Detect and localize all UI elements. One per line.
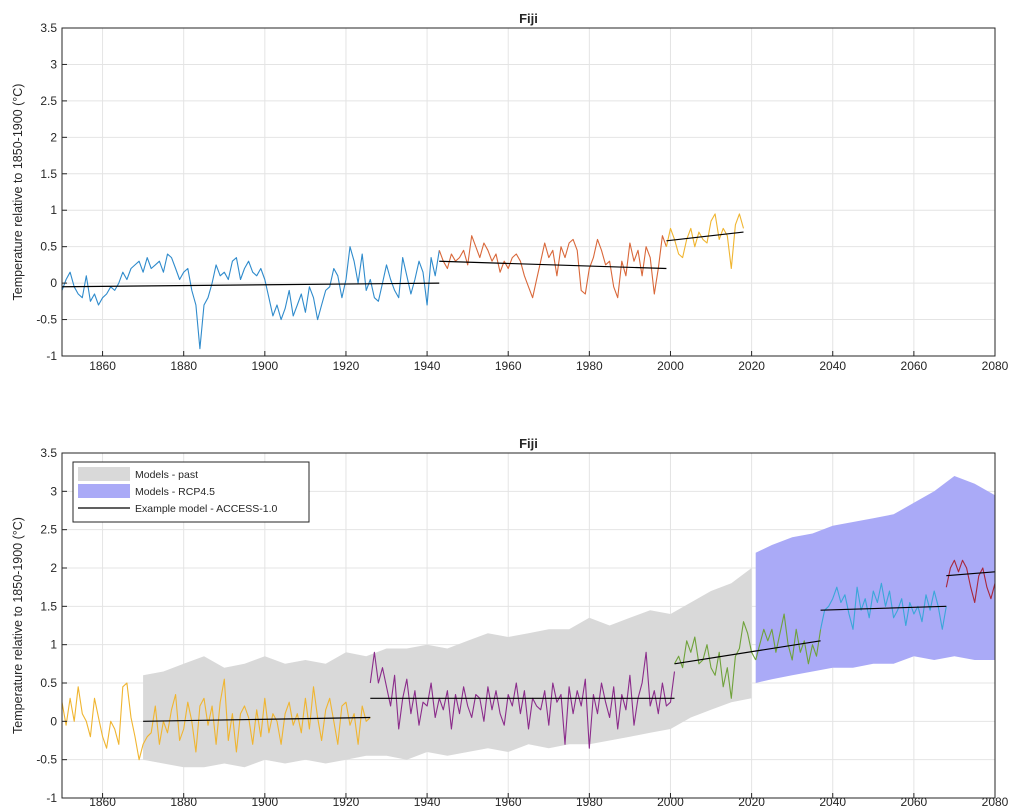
y-axis: -1 -0.5 0 0.5 1 1.5 2 2.5 3 3.5 <box>36 446 67 805</box>
chart-panel-top: 1860 1880 1900 1920 1940 1960 1980 2000 2020 2040… <box>11 11 1009 373</box>
plot-area <box>62 476 995 768</box>
model-range-band-1 <box>755 476 995 683</box>
legend: Models - past Models - RCP4.5 Example mode… <box>72 461 310 523</box>
series-line-4 <box>820 582 947 630</box>
series-line-0 <box>62 678 371 761</box>
legend-label: Example model - ACCESS-1.0 <box>135 503 278 515</box>
legend-label: Models - RCP4.5 <box>135 486 215 498</box>
plot-area <box>62 213 745 350</box>
x-tick-label: 1900 <box>251 795 278 807</box>
x-tick-label: 2080 <box>982 795 1009 807</box>
x-tick-label: 1880 <box>170 795 197 807</box>
series-line-1 <box>369 651 676 749</box>
y-tick-label: 2 <box>50 130 57 144</box>
y-tick-label: 3 <box>50 484 57 498</box>
y-tick-label: 0 <box>50 276 57 290</box>
y-tick-label: -1 <box>46 349 57 363</box>
series-line-2 <box>665 213 745 270</box>
y-tick-label: 1 <box>50 638 57 652</box>
series-line-0 <box>62 246 440 350</box>
x-tick-label: 2040 <box>819 795 846 807</box>
x-tick-label: 2020 <box>738 359 765 373</box>
x-tick-label: 1880 <box>170 359 197 373</box>
x-tick-label: 1900 <box>251 359 278 373</box>
x-tick-label: 1860 <box>89 795 116 807</box>
series-line-3 <box>755 613 822 665</box>
x-tick-label: 1960 <box>495 795 522 807</box>
x-tick-label: 2020 <box>738 795 765 807</box>
y-tick-label: 2.5 <box>40 523 57 537</box>
y-axis-label: Temperature relative to 1850-1900 (°C) <box>11 84 25 301</box>
x-tick-label: 1980 <box>576 359 603 373</box>
y-tick-label: 0 <box>50 714 57 728</box>
y-tick-label: -0.5 <box>36 753 57 767</box>
y-axis-label: Temperature relative to 1850-1900 (°C) <box>11 517 25 734</box>
trend-segment-2 <box>674 640 821 665</box>
model-range-band-0 <box>143 568 752 768</box>
y-tick-label: 3.5 <box>40 446 57 460</box>
y-tick-label: 3.5 <box>40 21 57 35</box>
y-tick-label: 2 <box>50 561 57 575</box>
y-tick-label: 3 <box>50 57 57 71</box>
x-tick-label: 1920 <box>333 359 360 373</box>
y-tick-label: 1.5 <box>40 599 57 613</box>
x-tick-label: 2060 <box>901 795 928 807</box>
trend-segment-2 <box>666 231 744 242</box>
x-tick-label: 1940 <box>414 359 441 373</box>
trend-segment-4 <box>946 571 995 577</box>
legend-label: Models - past <box>135 469 198 481</box>
x-tick-label: 2000 <box>657 359 684 373</box>
series-line-5 <box>945 559 995 604</box>
chart-title: Fiji <box>519 11 538 26</box>
x-tick-label: 1980 <box>576 795 603 807</box>
trend-segment-0 <box>62 282 440 288</box>
chart-title: Fiji <box>519 436 538 451</box>
chart-panel-bottom: 1860 1880 1900 1920 1940 1960 1980 2000 2020 2040… <box>11 436 1009 807</box>
x-tick-label: 1860 <box>89 359 116 373</box>
x-axis: 1860 1880 1900 1920 1940 1960 1980 2000 2020 2040… <box>89 793 1009 807</box>
series-line-1 <box>438 235 667 299</box>
series-line-2 <box>674 621 757 699</box>
y-tick-label: -0.5 <box>36 313 57 327</box>
x-tick-label: 1960 <box>495 359 522 373</box>
y-tick-label: 1 <box>50 203 57 217</box>
axes-frame <box>61 27 996 357</box>
trend-segment-3 <box>820 605 947 611</box>
trend-segment-1 <box>439 260 667 270</box>
x-tick-label: 2040 <box>819 359 846 373</box>
y-tick-label: 1.5 <box>40 167 57 181</box>
x-tick-label: 2060 <box>901 359 928 373</box>
y-tick-label: -1 <box>46 791 57 805</box>
legend-swatch <box>78 467 130 481</box>
legend-swatch <box>78 484 130 498</box>
y-axis: -1 -0.5 0 0.5 1 1.5 2 2.5 3 3.5 <box>36 21 67 363</box>
trend-segment-0 <box>143 716 371 722</box>
axes-frame <box>61 452 996 799</box>
y-tick-label: 0.5 <box>40 240 57 254</box>
y-tick-label: 2.5 <box>40 94 57 108</box>
x-tick-label: 2000 <box>657 795 684 807</box>
x-tick-label: 1920 <box>333 795 360 807</box>
x-tick-label: 1940 <box>414 795 441 807</box>
x-axis: 1860 1880 1900 1920 1940 1960 1980 2000 2020 2040… <box>89 351 1009 373</box>
y-tick-label: 0.5 <box>40 676 57 690</box>
x-tick-label: 2080 <box>982 359 1009 373</box>
